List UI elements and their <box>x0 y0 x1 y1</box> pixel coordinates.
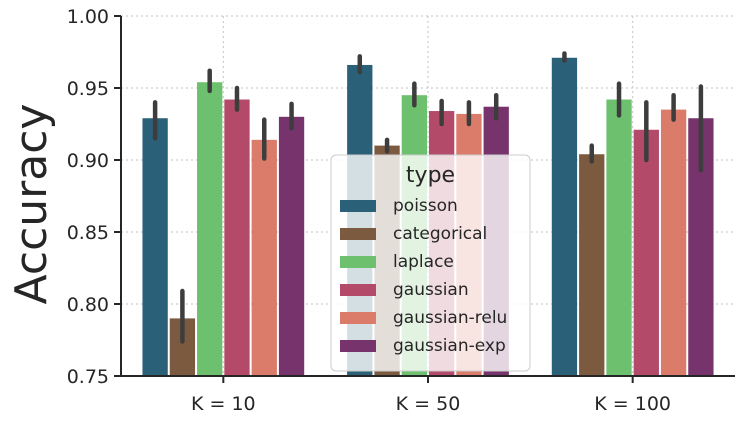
bar-poisson <box>551 57 578 376</box>
y-tick-label: 0.80 <box>67 294 109 316</box>
bar-gaussian <box>633 129 659 376</box>
legend-box <box>330 154 531 372</box>
y-tick-label: 0.90 <box>67 150 109 172</box>
bar-categorical <box>579 154 605 376</box>
bar-gaussian-exp <box>278 116 305 377</box>
y-axis-label: Accuracy <box>6 104 57 305</box>
legend-swatch-poisson <box>340 200 376 212</box>
legend-label-laplace: laplace <box>393 252 454 272</box>
bar-poisson <box>142 118 168 377</box>
legend-swatch-laplace <box>340 256 376 268</box>
bar-gaussian-relu <box>251 139 277 376</box>
legend-label-categorical: categorical <box>393 224 487 244</box>
bar-gaussian <box>224 99 250 377</box>
x-tick-label: K = 10 <box>191 393 256 415</box>
x-tick-label: K = 100 <box>594 393 671 415</box>
y-tick-label: 0.75 <box>67 366 109 388</box>
y-tick-label: 0.95 <box>67 78 109 100</box>
y-tick-label: 0.85 <box>67 222 109 244</box>
legend-swatch-gaussian-exp <box>340 340 376 352</box>
legend-swatch-gaussian-relu <box>340 312 376 324</box>
bar-laplace <box>197 82 223 377</box>
y-tick-label: 1.00 <box>67 6 109 28</box>
legend-swatch-categorical <box>340 228 376 240</box>
legend-label-poisson: poisson <box>393 196 458 216</box>
legend-label-gaussian-relu: gaussian-relu <box>393 308 507 328</box>
legend-label-gaussian: gaussian <box>393 280 469 300</box>
bar-laplace <box>606 99 632 377</box>
legend-swatch-gaussian <box>340 284 376 296</box>
legend-title: type <box>406 163 455 188</box>
legend-label-gaussian-exp: gaussian-exp <box>393 336 506 356</box>
bar-gaussian-relu <box>660 109 687 376</box>
x-tick-label: K = 50 <box>396 393 461 415</box>
